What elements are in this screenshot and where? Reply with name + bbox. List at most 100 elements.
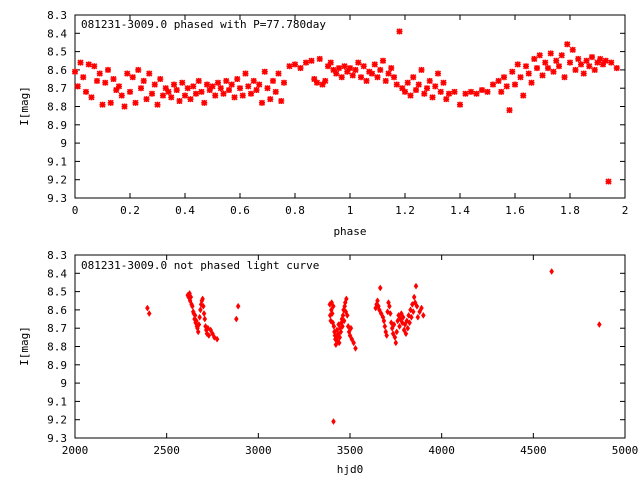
data-point <box>201 302 206 310</box>
data-point <box>536 52 543 59</box>
data-point <box>247 90 255 97</box>
data-point <box>220 90 227 97</box>
data-point <box>509 68 516 75</box>
phased-light-curve-panel: 081231-3009.0 phased with P=77.780day ph… <box>18 9 628 238</box>
data-point <box>443 96 450 103</box>
data-point <box>322 77 329 84</box>
data-point <box>327 59 334 66</box>
x-tick-label: 1.2 <box>395 204 415 217</box>
data-point <box>547 50 554 57</box>
data-point <box>333 70 340 77</box>
data-point <box>588 54 596 61</box>
data-point <box>121 103 128 110</box>
data-point <box>261 68 268 75</box>
x-tick-label: 0.6 <box>230 204 250 217</box>
data-point <box>531 55 538 62</box>
data-point <box>124 70 131 77</box>
data-point <box>104 66 112 73</box>
data-point <box>132 99 139 106</box>
y-tick-label: 8.7 <box>47 322 67 335</box>
y-axis-label: I[mag] <box>18 326 31 366</box>
data-point <box>407 92 414 99</box>
data-point <box>495 77 502 84</box>
data-point <box>118 92 125 99</box>
y-tick-label: 9.2 <box>47 414 67 427</box>
data-point <box>344 68 351 75</box>
data-point <box>197 313 202 321</box>
data-point <box>146 310 152 318</box>
data-point <box>577 61 585 68</box>
data-point <box>234 315 239 323</box>
data-point <box>286 63 293 70</box>
axis-ticks: 2000 2500 3000 3500 4000 4500 5000 8.3 8.4 8.5 8.6… <box>47 249 638 457</box>
y-tick-label: 8.7 <box>47 82 67 95</box>
data-point <box>269 77 277 84</box>
data-point <box>403 330 409 338</box>
data-point <box>311 75 318 83</box>
x-tick-label: 4500 <box>520 444 547 457</box>
data-point <box>351 339 356 347</box>
data-point <box>599 61 607 68</box>
plot-frame <box>74 254 626 439</box>
data-point <box>399 85 406 92</box>
data-point <box>96 70 103 77</box>
data-point <box>597 55 604 62</box>
y-tick-label: 8.4 <box>47 27 67 40</box>
data-point <box>533 65 541 72</box>
data-point <box>331 302 336 310</box>
data-point <box>489 81 497 88</box>
y-axis-label: I[mag] <box>18 86 31 126</box>
data-point <box>374 74 381 81</box>
data-point <box>202 315 208 323</box>
data-point <box>390 74 398 81</box>
data-point <box>291 61 299 68</box>
data-point <box>517 74 524 81</box>
data-point <box>179 79 186 86</box>
data-point <box>329 310 335 318</box>
data-point <box>591 66 598 73</box>
x-tick-label: 2 <box>622 204 629 217</box>
data-point <box>411 293 417 301</box>
data-point <box>432 83 439 90</box>
y-tick-label: 8.9 <box>47 359 67 372</box>
x-tick-label: 0.4 <box>175 204 195 217</box>
data-point <box>272 88 279 95</box>
data-point <box>212 92 219 99</box>
y-tick-label: 8.3 <box>47 9 67 22</box>
x-tick-label: 5000 <box>612 444 639 457</box>
data-point <box>583 57 590 64</box>
data-point <box>352 66 359 73</box>
data-point <box>336 339 342 347</box>
data-point <box>195 77 202 84</box>
data-point <box>434 70 442 77</box>
data-point <box>404 79 411 86</box>
data-point <box>520 92 527 99</box>
data-point <box>338 328 344 336</box>
data-point <box>410 74 417 81</box>
data-point <box>256 81 263 88</box>
data-point <box>341 63 348 70</box>
data-point <box>102 79 109 86</box>
data-point <box>181 92 189 99</box>
data-point <box>214 79 222 86</box>
data-point <box>107 99 114 106</box>
data-point <box>613 65 620 72</box>
data-point <box>140 77 147 84</box>
data-point <box>200 295 205 303</box>
data-point <box>405 324 411 332</box>
unphased-light-curve-panel: 081231-3009.0 not phased light curve hjd… <box>18 249 638 476</box>
data-point <box>456 101 464 108</box>
data-point <box>572 66 579 73</box>
data-point <box>445 90 453 97</box>
data-point <box>253 86 260 94</box>
data-point <box>275 70 282 77</box>
data-point <box>203 81 211 88</box>
data-point <box>412 86 420 94</box>
data-point <box>173 86 180 94</box>
data-point <box>236 85 244 92</box>
data-point <box>113 86 120 94</box>
data-point <box>223 77 230 84</box>
data-point <box>377 66 384 73</box>
x-axis-label: phase <box>333 225 366 238</box>
data-point <box>575 55 582 62</box>
